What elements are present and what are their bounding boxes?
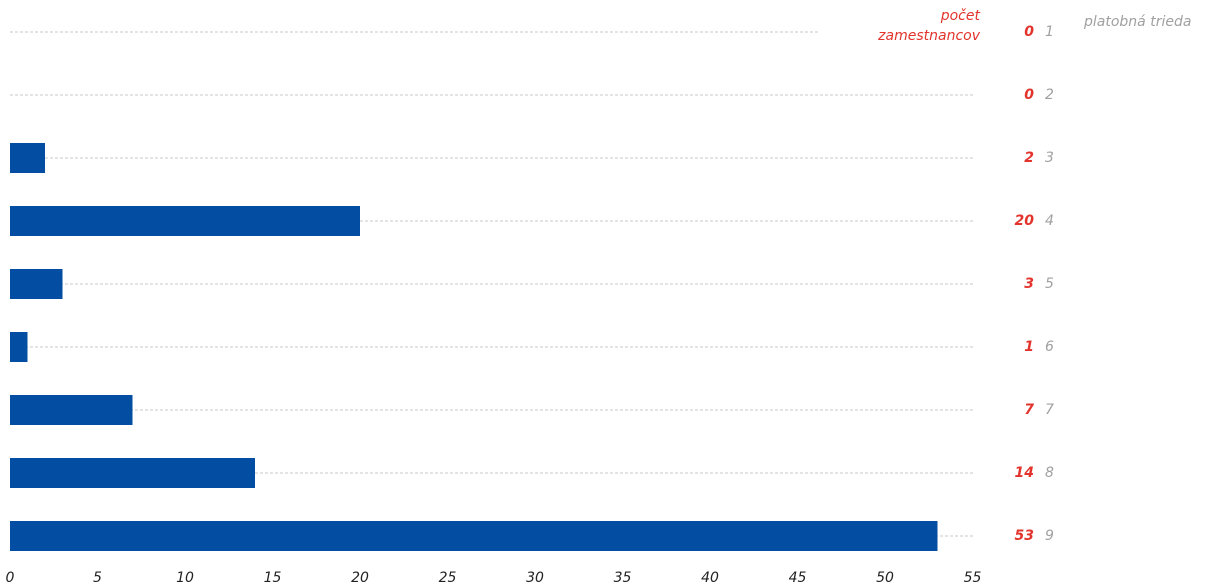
category-label: 1 [1045, 24, 1054, 40]
category-label: 6 [1045, 339, 1054, 355]
category-label: 5 [1045, 276, 1054, 292]
bar [10, 269, 63, 299]
category-label: 9 [1045, 528, 1054, 544]
x-tick-label: 55 [964, 570, 982, 586]
category-label: 3 [1045, 150, 1054, 166]
x-tick-label: 30 [526, 570, 544, 586]
value-label: 14 [1015, 465, 1034, 481]
x-tick-label: 20 [351, 570, 369, 586]
category-label: 4 [1045, 213, 1054, 229]
x-tick-label: 45 [789, 570, 807, 586]
x-tick-label: 0 [6, 570, 15, 586]
value-label: 1 [1024, 339, 1034, 355]
bar [10, 521, 938, 551]
value-label: 0 [1024, 87, 1034, 103]
category-label: 8 [1045, 465, 1054, 481]
x-tick-label: 50 [876, 570, 894, 586]
category-label: 2 [1045, 87, 1054, 103]
value-label: 20 [1015, 213, 1035, 229]
bar [10, 206, 360, 236]
bar [10, 395, 133, 425]
x-tick-label: 35 [614, 570, 632, 586]
x-tick-label: 40 [701, 570, 719, 586]
x-tick-label: 10 [176, 570, 194, 586]
value-label: 2 [1024, 150, 1034, 166]
value-label: 53 [1015, 528, 1034, 544]
x-tick-label: 25 [439, 570, 457, 586]
x-tick-label: 5 [93, 570, 102, 586]
category-label-title: platobná trieda [1084, 14, 1192, 30]
x-tick-label: 15 [264, 570, 282, 586]
category-label: 7 [1045, 402, 1054, 418]
value-label-title: počet zamestnancov [878, 8, 980, 44]
bar [10, 458, 255, 488]
value-label: 7 [1024, 402, 1034, 418]
bar [10, 143, 45, 173]
value-label: 3 [1024, 276, 1034, 292]
value-label: 0 [1024, 24, 1034, 40]
bar [10, 332, 28, 362]
